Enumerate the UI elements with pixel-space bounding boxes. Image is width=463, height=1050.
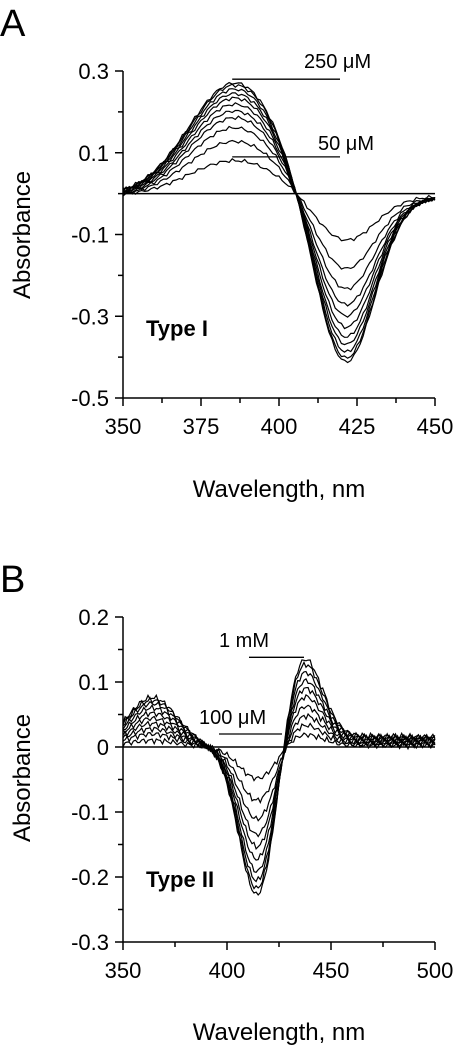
panel-b-spectrum-line <box>122 704 436 838</box>
panel-a-x-tick-label: 400 <box>261 414 298 439</box>
panel-b-y-tick-label: -0.2 <box>71 865 109 890</box>
panel-a-y-tick-label: -0.1 <box>71 223 109 248</box>
panel-a-y-axis-title: Absorbance <box>9 171 36 299</box>
panel-b-ticks: 0.2 0.1 0 -0.1 -0.2 -0.3 350 400 450 500 <box>71 605 453 983</box>
panel-a-chart: 0.3 0.1 -0.1 -0.3 -0.5 350 375 400 425 450 250 μM… <box>9 51 453 503</box>
panel-a-letter: A <box>0 3 26 45</box>
panel-a-y-tick-label: -0.3 <box>71 304 109 329</box>
panel-b-spectrum-line <box>122 659 436 896</box>
panel-b-chart: 0.2 0.1 0 -0.1 -0.2 -0.3 350 400 450 500 1 mM 100… <box>9 605 453 1046</box>
panel-a-y-tick-label: 0.3 <box>78 59 109 84</box>
panel-a-spectrum-line <box>122 88 436 353</box>
panel-a-spectrum-line <box>122 92 436 346</box>
panel-b-x-tick-label: 500 <box>417 958 454 983</box>
panel-a-spectrum-line <box>122 81 436 364</box>
panel-b-letter: B <box>0 559 25 601</box>
panel-a-type-label: Type I <box>146 316 208 341</box>
panel-a-x-tick-label: 450 <box>417 414 454 439</box>
panel-b-annotation-high: 1 mM <box>219 630 269 652</box>
panel-a-spectrum-line <box>122 125 436 291</box>
panel-a-x-tick-label: 425 <box>339 414 376 439</box>
panel-a-x-axis-title: Wavelength, nm <box>193 476 366 503</box>
panel-b-x-axis-title: Wavelength, nm <box>193 1019 366 1046</box>
panel-a-x-tick-label: 350 <box>105 414 142 439</box>
panel-a-spectrum-line <box>122 157 436 242</box>
panel-b-y-tick-label: 0.2 <box>78 605 109 630</box>
panel-b-x-tick-label: 450 <box>313 958 350 983</box>
panel-a-annotation-low: 50 μM <box>318 133 374 155</box>
panel-b-y-tick-label: 0 <box>97 735 109 760</box>
panel-b-x-tick-label: 400 <box>209 958 246 983</box>
panel-a-curves <box>122 81 436 364</box>
panel-b-type-label: Type II <box>146 867 214 892</box>
panel-a-spectrum-line <box>122 102 436 330</box>
panel-a-y-tick-label: 0.1 <box>78 141 109 166</box>
panel-b-leader-lines <box>219 656 304 735</box>
panel-b-y-tick-label: -0.3 <box>71 930 109 955</box>
panel-b-curves <box>122 659 436 896</box>
panel-a-x-tick-label: 375 <box>183 414 220 439</box>
panel-a-annotation-high: 250 μM <box>304 51 371 73</box>
panel-b-y-tick-label: -0.1 <box>71 800 109 825</box>
panel-b-spectrum-line <box>122 712 436 822</box>
panel-b-annotation-low: 100 μM <box>199 707 266 729</box>
panel-a-leader-lines <box>232 78 340 158</box>
panel-a-spectrum-line <box>122 109 436 318</box>
panel-b-y-axis-title: Absorbance <box>9 714 36 842</box>
panel-a-spectrum-line <box>122 139 436 270</box>
panel-b-x-tick-label: 350 <box>105 958 142 983</box>
panel-a-ticks: 0.3 0.1 -0.1 -0.3 -0.5 350 375 400 425 450 <box>71 59 453 439</box>
panel-a-y-tick-label: -0.5 <box>71 386 109 411</box>
panel-b-y-tick-label: 0.1 <box>78 670 109 695</box>
panel-a-spectrum-line <box>122 96 436 338</box>
